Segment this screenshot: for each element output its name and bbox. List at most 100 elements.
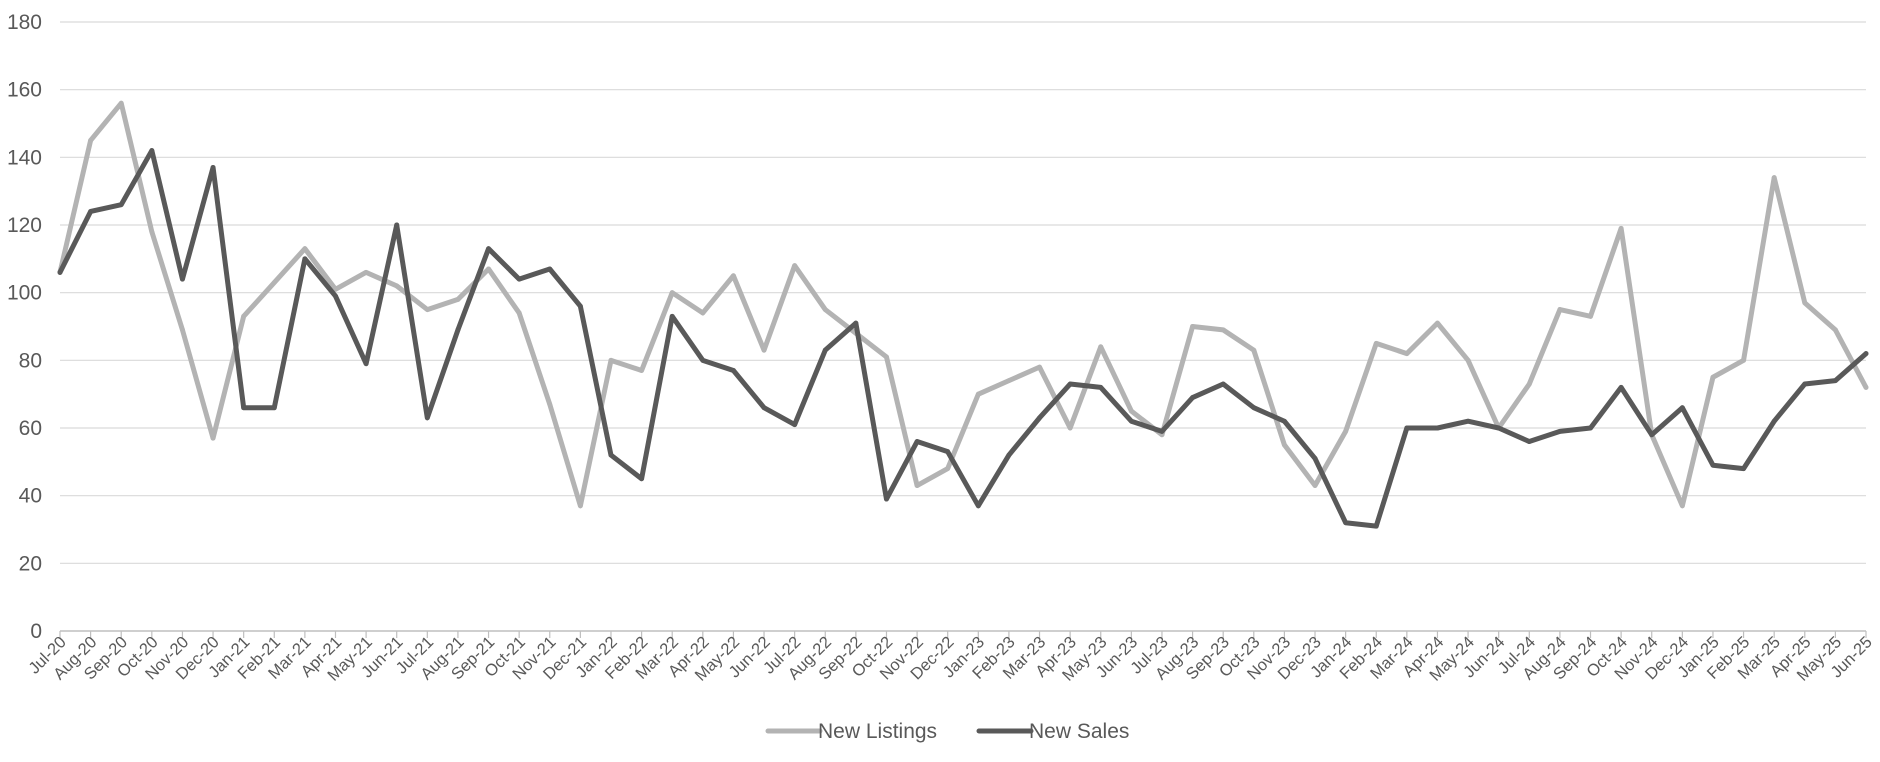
data-point-new-listings [1710,374,1716,380]
data-point-new-sales [853,320,859,326]
data-point-new-sales [88,209,94,214]
data-point-new-sales [1496,425,1502,431]
data-point-new-listings [118,100,124,106]
y-tick-label: 180 [7,11,42,34]
y-tick-label: 20 [19,552,42,575]
data-point-new-sales [210,165,216,170]
data-point-new-sales [700,357,706,363]
data-point-new-listings [577,503,583,509]
data-point-new-sales [1006,452,1012,458]
data-point-new-sales [914,439,920,444]
data-point-new-listings [792,263,798,268]
data-point-new-sales [1343,520,1349,526]
data-point-new-listings [1618,225,1624,231]
data-point-new-listings [1465,357,1471,363]
data-point-new-listings [88,138,94,143]
data-point-new-sales [1435,425,1440,431]
data-point-new-sales [241,405,247,411]
data-point-new-listings [1282,442,1287,448]
data-point-new-listings [302,246,308,252]
data-point-new-sales [884,496,889,502]
data-point-new-listings [363,269,369,275]
data-point-new-listings [1220,327,1226,333]
data-point-new-listings [669,290,675,296]
data-point-new-listings [271,280,277,285]
data-point-new-listings [975,391,981,397]
data-point-new-sales [577,303,583,309]
data-point-new-sales [608,452,614,458]
data-point-new-sales [1128,418,1134,424]
data-point-new-sales [761,405,767,411]
data-point-new-sales [547,266,553,272]
data-point-new-listings [333,286,338,292]
data-point-new-listings [1679,503,1685,509]
data-point-new-sales [945,449,951,455]
data-point-new-listings [1863,385,1869,390]
data-point-new-sales [1037,415,1042,421]
data-point-new-listings [547,401,553,407]
data-point-new-sales [1679,405,1685,411]
data-point-new-sales [1649,432,1655,438]
data-point-new-listings [1557,307,1563,312]
data-point-new-listings [1190,324,1195,329]
data-point-new-sales [1465,418,1471,424]
y-tick-label: 60 [19,417,42,440]
data-point-new-listings [424,307,430,312]
data-point-new-sales [1618,385,1624,390]
data-point-new-sales [1741,466,1746,471]
data-point-new-sales [1557,428,1563,434]
data-point-new-listings [884,354,889,360]
data-point-new-listings [731,273,736,279]
data-point-new-sales [822,347,828,353]
y-tick-label: 0 [30,620,42,643]
data-point-new-sales [118,202,124,208]
data-point-new-sales [1832,378,1838,384]
data-point-new-sales [1159,428,1165,434]
data-point-new-sales [1771,418,1777,424]
data-point-new-sales [975,503,981,509]
data-point-new-listings [1373,341,1379,346]
data-point-new-listings [486,266,491,272]
data-point-new-listings [180,327,185,333]
data-point-new-sales [639,476,644,482]
data-point-new-listings [1037,364,1042,370]
data-point-new-sales [455,327,461,333]
data-point-new-sales [516,276,522,282]
data-point-new-listings [210,435,216,441]
data-point-new-listings [1832,327,1838,333]
data-point-new-sales [486,246,491,252]
data-point-new-listings [1741,357,1746,363]
data-point-new-listings [1526,381,1532,387]
data-point-new-sales [1802,381,1808,387]
data-point-new-sales [333,293,338,299]
y-tick-label: 80 [19,349,42,372]
data-point-new-sales [394,222,400,228]
data-point-new-sales [1710,462,1716,468]
y-tick-label: 40 [19,485,42,508]
y-tick-label: 140 [7,146,42,169]
data-point-new-sales [1190,395,1195,400]
data-point-new-sales [1282,418,1287,424]
data-point-new-sales [424,415,430,421]
data-point-new-sales [1373,523,1379,529]
data-point-new-listings [822,307,828,312]
data-point-new-sales [1067,381,1073,387]
legend-label-new-sales: New Sales [1029,720,1129,743]
data-point-new-sales [1312,456,1318,461]
data-point-new-listings [1128,408,1134,414]
data-point-new-listings [1067,425,1073,431]
data-point-new-listings [516,310,522,316]
legend-label-new-listings: New Listings [818,720,937,743]
data-point-new-listings [639,368,644,373]
data-point-new-sales [57,269,63,275]
data-point-new-sales [669,313,675,319]
data-point-new-sales [149,148,155,153]
data-point-new-listings [700,310,706,316]
data-point-new-listings [608,357,614,363]
data-point-new-sales [1863,351,1869,356]
data-point-new-listings [149,229,155,235]
data-point-new-sales [1404,425,1410,431]
data-point-new-sales [792,422,798,428]
data-point-new-listings [1404,351,1410,356]
